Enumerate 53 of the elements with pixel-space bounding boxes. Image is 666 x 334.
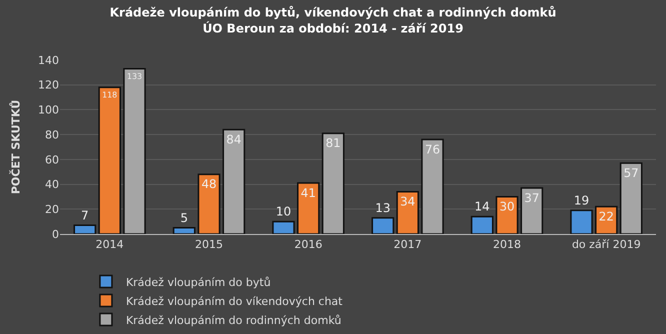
- chart-title: Krádeže vloupáním do bytů, víkendových chat a rodinných domků ÚO Beroun za období: 2014 - září 2019: [110, 6, 556, 36]
- y-tick-label: 40: [45, 178, 59, 192]
- bar: [172, 227, 196, 234]
- data-label: 84: [226, 132, 242, 146]
- data-label: 22: [598, 210, 614, 224]
- bar: [595, 206, 618, 234]
- data-label: 30: [499, 200, 515, 214]
- legend-label: Krádež vloupáním do víkendových chat: [126, 294, 344, 308]
- data-label: 34: [400, 194, 416, 209]
- bar: [198, 174, 220, 234]
- legend-label: Krádež vloupáním do rodinných domků: [126, 314, 342, 327]
- bar: [520, 187, 544, 234]
- bar: [272, 220, 295, 234]
- bar: [123, 68, 146, 234]
- x-tick-label: 2017: [394, 238, 422, 252]
- data-label: 81: [326, 136, 341, 150]
- bar: [570, 210, 593, 234]
- data-label: 19: [574, 193, 590, 208]
- x-tick-label: 2014: [96, 238, 124, 252]
- y-axis-title: POČET SKUTKŮ: [8, 100, 23, 194]
- y-tick-label: 20: [45, 202, 59, 216]
- bar: [297, 182, 320, 234]
- legend-label: Krádež vloupáním do bytů: [126, 276, 271, 289]
- y-tick-label: 0: [52, 228, 59, 241]
- bar: [396, 190, 419, 234]
- bar: [421, 138, 444, 234]
- data-label: 14: [474, 200, 490, 214]
- y-tick-label: 100: [38, 104, 59, 117]
- data-label: 5: [180, 210, 188, 225]
- y-tick-label: 80: [45, 128, 59, 142]
- data-label: 57: [624, 166, 639, 180]
- y-tick-label: 140: [38, 54, 59, 67]
- bar: [372, 217, 394, 234]
- x-tick-label: 2015: [195, 238, 223, 252]
- data-label: 76: [424, 142, 440, 156]
- x-tick-label: 2016: [294, 238, 322, 252]
- data-label: 37: [524, 190, 540, 205]
- data-label: 13: [375, 200, 390, 215]
- bar: [98, 86, 121, 234]
- y-tick-label: 60: [45, 153, 59, 166]
- bar: [496, 196, 518, 234]
- x-tick-label: do září 2019: [572, 238, 641, 252]
- x-tick-label: 2018: [493, 238, 521, 252]
- data-label: 10: [276, 204, 292, 219]
- bar: [74, 224, 96, 234]
- data-label: 41: [300, 186, 316, 200]
- bar: [222, 128, 246, 234]
- data-label: 7: [81, 208, 89, 222]
- data-label: 48: [201, 177, 217, 192]
- bar: [620, 162, 642, 234]
- bar: [322, 132, 344, 234]
- y-tick-label: 120: [38, 78, 59, 92]
- bar: [470, 216, 494, 234]
